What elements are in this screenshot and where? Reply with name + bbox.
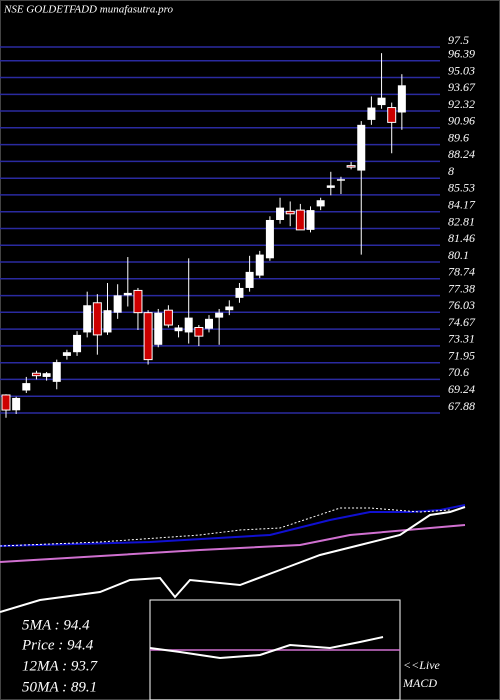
y-tick-label: 82.81 xyxy=(448,214,475,228)
y-tick-label: 84.17 xyxy=(448,197,476,211)
y-tick-label: 81.46 xyxy=(448,231,475,245)
live-label: <<Live xyxy=(403,658,441,672)
candle-body xyxy=(397,85,406,113)
y-tick-label: 8 xyxy=(448,164,454,178)
y-tick-label: 88.24 xyxy=(448,147,475,161)
y-tick-label: 89.6 xyxy=(448,130,469,144)
macd-label: MACD xyxy=(402,676,437,690)
candle-body xyxy=(103,310,112,333)
y-tick-label: 95.03 xyxy=(448,63,475,77)
y-tick-label: 96.39 xyxy=(448,46,475,60)
macd-line xyxy=(149,636,384,660)
price-line xyxy=(0,506,466,613)
candle-body xyxy=(143,312,153,361)
candle-body xyxy=(123,292,132,296)
candle-body xyxy=(225,306,234,311)
y-tick-label: 67.88 xyxy=(448,399,475,413)
candle-body xyxy=(306,210,315,230)
candle-body xyxy=(174,327,183,332)
candle-body xyxy=(133,289,143,314)
candle-body xyxy=(22,383,31,391)
chart-title: NSE GOLDETFADD munafasutra.pro xyxy=(3,4,173,16)
candle-body xyxy=(336,179,345,181)
candle-body xyxy=(92,302,102,336)
candle-body xyxy=(326,185,335,188)
candle-body xyxy=(265,219,274,259)
candle-body xyxy=(163,309,173,326)
y-tick-label: 71.95 xyxy=(448,348,475,362)
candle-body xyxy=(357,124,366,171)
candle-body xyxy=(12,397,21,411)
y-tick-label: 97.5 xyxy=(448,33,469,47)
y-tick-label: 78.74 xyxy=(448,265,475,279)
candle-body xyxy=(52,362,61,382)
y-tick-label: 73.31 xyxy=(448,332,475,346)
candle-body xyxy=(194,326,204,337)
candle-body xyxy=(316,200,325,207)
candle-body xyxy=(62,352,71,356)
ma-line xyxy=(0,507,451,547)
candle-body xyxy=(245,271,254,288)
y-tick-label: 76.03 xyxy=(448,298,475,312)
ma-line xyxy=(0,524,466,563)
candle-body xyxy=(235,287,244,298)
y-tick-label: 69.24 xyxy=(448,382,475,396)
candle-body xyxy=(387,107,397,123)
y-tick-label: 85.53 xyxy=(448,181,475,195)
candle-body xyxy=(377,97,386,106)
candle-body xyxy=(295,209,305,231)
candle-body xyxy=(285,210,295,215)
y-tick-label: 93.67 xyxy=(448,80,476,94)
candle-body xyxy=(346,165,356,168)
candle-body xyxy=(154,312,163,345)
y-tick-label: 90.96 xyxy=(448,114,475,128)
candles xyxy=(1,53,406,418)
candle-body xyxy=(367,107,376,120)
indicators xyxy=(0,504,466,613)
ma-line xyxy=(0,504,466,547)
y-tick-label: 70.6 xyxy=(448,365,469,379)
macd-panel xyxy=(149,599,401,700)
candle-body xyxy=(215,312,224,318)
candle-body xyxy=(184,317,193,333)
candle-body xyxy=(113,295,122,313)
candle-body xyxy=(255,254,264,276)
stat: 5MA : 94.4 xyxy=(22,617,90,633)
grid: 97.596.39 95.03 93.67 92.32 90.96 89.6 88.24 8 8… xyxy=(0,33,476,414)
stat: 12MA : 93.7 xyxy=(22,658,99,674)
stat: Price : 94.4 xyxy=(21,637,94,653)
y-tick-label: 77.38 xyxy=(448,281,475,295)
candle-body xyxy=(205,318,213,329)
candle-body xyxy=(73,334,82,353)
candle-body xyxy=(31,372,41,377)
candle-body xyxy=(83,305,92,333)
y-tick-label: 92.32 xyxy=(448,97,475,111)
stat: 50MA : 89.1 xyxy=(22,679,97,695)
candle-body xyxy=(1,394,11,411)
y-tick-label: 74.67 xyxy=(448,315,476,329)
candle-body xyxy=(42,373,51,377)
candle-body xyxy=(276,207,285,220)
y-tick-label: 80.1 xyxy=(448,248,469,262)
